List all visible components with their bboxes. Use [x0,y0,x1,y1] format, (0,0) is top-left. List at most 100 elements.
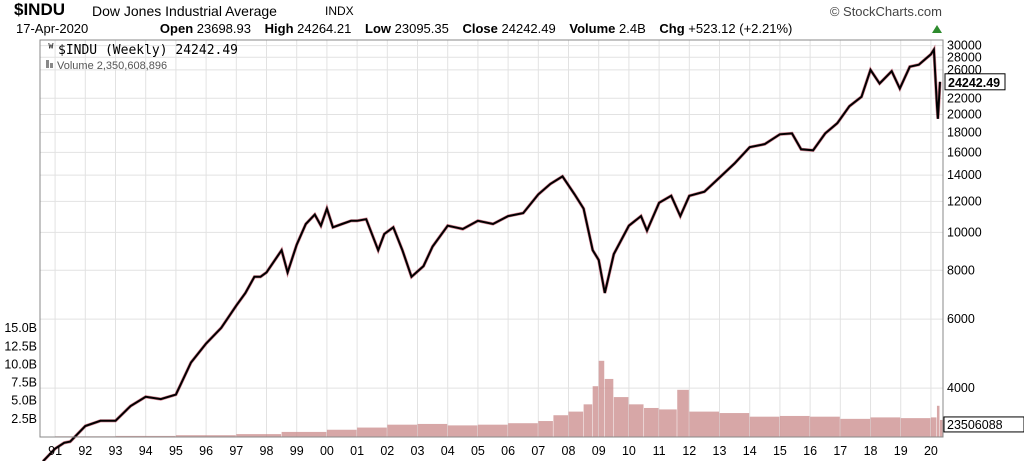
volume-bar [477,424,508,437]
volume-bar [568,411,584,437]
volume-bar [628,404,644,437]
volume-bar [644,407,659,437]
x-tick-label: 05 [471,444,485,458]
y-tick-label: 20000 [947,108,982,122]
volume-bar [447,425,478,437]
volume-legend: Volume 2,350,608,896 [57,60,167,72]
brand-logo[interactable]: © StockCharts.com [829,4,942,19]
high-label: High [264,21,294,36]
x-tick-label: 01 [350,444,364,458]
y-tick-label: 4000 [947,381,975,395]
volume-bars [55,360,943,437]
volume-label: Volume [569,21,616,36]
last-volume-box [943,416,1024,433]
y-tick-label: 22000 [947,91,982,105]
volume-tick-label: 15.0B [4,321,37,335]
x-tick-label: 96 [199,444,213,458]
volume-tick-label: 5.0B [11,394,37,408]
price-series [41,44,942,461]
price-legend: $INDU (Weekly) 24242.49 [58,43,238,58]
volume-bar [677,389,689,437]
price-line [42,46,941,461]
volume-bar [900,418,931,437]
quote-date: 17-Apr-2020 [16,21,89,36]
volume-bar [508,423,538,437]
volume-bar [936,405,940,437]
volume-bar [719,413,750,437]
index-name: Dow Jones Industrial Average [92,3,277,19]
grid-lines [40,40,943,437]
x-tick-label: 08 [562,444,576,458]
volume-bar [689,411,720,437]
y-axis: 3000028000260002200020000180001600014000… [944,39,1006,395]
y-tick-label: 30000 [947,39,982,53]
volume-bar [749,416,780,437]
x-tick-label: 07 [531,444,545,458]
x-tick-label: 15 [773,444,787,458]
volume-bar [538,421,553,437]
x-tick-label: 98 [260,444,274,458]
x-tick-label: 19 [894,444,908,458]
y-tick-label: 28000 [947,50,982,64]
x-tick-label: 17 [833,444,847,458]
open-value: 23698.93 [196,21,251,36]
quote-row: 17-Apr-2020 Open 23698.93 High 24264.21 … [16,21,792,36]
price-shadow [41,44,942,461]
volume-bar [357,427,387,437]
volume-tick-label: 2.5B [11,412,37,426]
x-tick-label: 92 [78,444,92,458]
x-tick-label: 14 [743,444,757,458]
x-tick-label: 97 [229,444,243,458]
volume-bar [326,429,357,437]
volume-bar [604,378,614,437]
volume-bar [840,418,871,437]
high-value: 24264.21 [297,21,352,36]
volume-bar [175,435,236,437]
volume-bar [870,417,901,437]
volume-tick-label: 7.5B [11,376,37,390]
x-tick-label: 10 [622,444,636,458]
open-label: Open [159,21,194,36]
symbol: $INDU [14,0,66,19]
volume-tick-label: 10.0B [4,357,37,371]
volume-bar [659,409,677,437]
volume-bar [387,424,418,437]
exchange: INDX [325,4,354,18]
x-tick-label: 11 [653,444,666,458]
volume-bar [939,419,943,437]
x-tick-label: 16 [803,444,817,458]
y-tick-label: 16000 [947,145,982,159]
volume-bar [592,386,599,437]
x-tick-label: 91 [48,444,62,458]
x-tick-label: 12 [682,444,696,458]
x-tick-label: 00 [320,444,334,458]
x-tick-label: 18 [864,444,878,458]
close-value: 24242.49 [501,21,556,36]
chg-label: Chg [659,21,685,36]
volume-bar [417,423,448,437]
x-tick-label: 20 [924,444,938,458]
volume-bar [598,360,605,437]
y-tick-label: 12000 [947,194,982,208]
volume-bar [115,435,176,437]
volume-bar [236,434,282,437]
y-tick-label: 18000 [947,125,982,139]
x-tick-label: 02 [380,444,394,458]
x-tick-label: 95 [169,444,183,458]
x-tick-label: 06 [501,444,515,458]
low-value: 23095.35 [394,21,449,36]
last-price-box [944,73,1006,91]
x-tick-label: 04 [441,444,455,458]
close-label: Close [462,21,498,36]
volume-legend-icon [46,60,49,68]
chart-header: $INDU Dow Jones Industrial Average INDX … [0,0,1024,40]
volume-bar [810,416,840,437]
y-tick-label: 8000 [947,263,975,277]
volume-bar [779,415,810,437]
price-legend-icon: ᵂ [47,42,55,57]
last-volume-label: 23506088 [947,418,1003,432]
volume-bar [281,431,327,437]
x-tick-label: 03 [411,444,425,458]
volume-bar [930,417,937,437]
